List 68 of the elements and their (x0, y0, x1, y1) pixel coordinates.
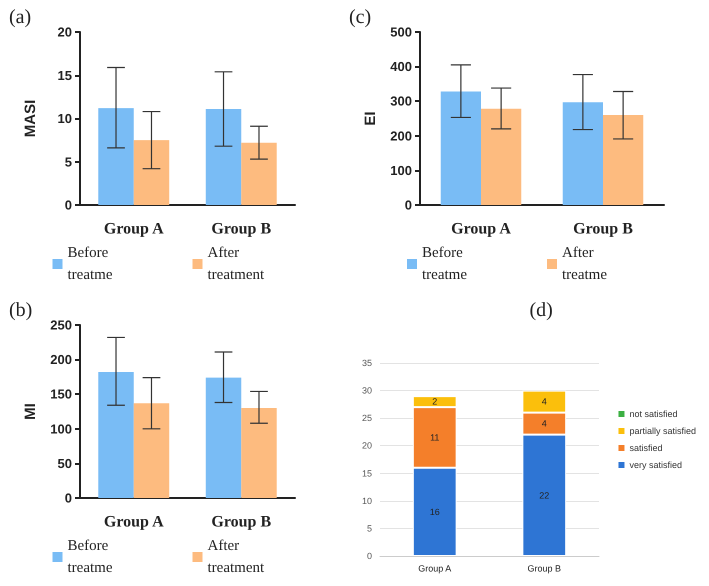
chart-title: (c) (349, 6, 372, 28)
y-tick-label: 0 (64, 198, 72, 212)
legend-label: After treatment (208, 538, 265, 576)
chart-title: (a) (9, 6, 32, 28)
chart-title: (d) (529, 299, 553, 321)
x-tick-label: Group B (527, 564, 562, 574)
x-tick-label: Group A (451, 220, 512, 238)
y-tick-label: 35 (362, 358, 372, 368)
legend-label: satisfied (629, 443, 662, 453)
y-axis-title: MI (22, 403, 39, 420)
legend-label: Before treatme (68, 245, 113, 283)
bar (562, 102, 603, 205)
x-tick-label: Group A (104, 514, 164, 530)
y-tick-label: 10 (362, 496, 372, 506)
bar (481, 108, 522, 205)
data-label: 11 (430, 432, 440, 442)
y-tick-label: 20 (362, 440, 372, 451)
y-tick-label: 20 (58, 24, 72, 40)
y-tick-label: 100 (50, 421, 72, 436)
x-tick-label: Group B (211, 514, 272, 530)
bar (603, 115, 644, 205)
data-label: 4 (542, 418, 547, 429)
y-tick-label: 10 (58, 111, 72, 126)
x-tick-label: Group B (211, 220, 272, 238)
y-tick-label: 250 (50, 318, 72, 332)
bar (440, 92, 481, 205)
y-axis-title: EI (362, 111, 379, 126)
y-tick-label: 30 (362, 386, 372, 396)
y-tick-label: 0 (404, 198, 412, 212)
data-label: 2 (432, 396, 438, 407)
y-tick-label: 300 (390, 94, 412, 109)
bar (98, 372, 134, 498)
y-tick-label: 15 (362, 468, 372, 478)
x-tick-label: Group B (573, 220, 634, 238)
bar (241, 142, 277, 205)
y-tick-label: 50 (58, 456, 72, 471)
y-tick-label: 5 (64, 154, 72, 170)
bar (206, 108, 242, 205)
x-tick-label: Group A (418, 564, 452, 574)
y-tick-label: 200 (50, 352, 72, 368)
legend-label: Before treatme (68, 538, 113, 576)
y-tick-label: 500 (390, 24, 412, 40)
y-tick-label: 25 (362, 413, 372, 424)
legend-label: not satisfied (629, 409, 678, 419)
legend-label: Before treatme (422, 245, 468, 283)
y-tick-label: 15 (58, 68, 72, 83)
legend-label: After treatme (562, 245, 608, 283)
y-tick-label: 5 (366, 523, 372, 534)
y-tick-label: 400 (390, 59, 412, 74)
data-label: 4 (542, 396, 547, 407)
y-tick-label: 0 (366, 551, 372, 561)
y-tick-label: 0 (64, 490, 72, 506)
chart-title: (b) (9, 299, 32, 321)
x-tick-label: Group A (104, 220, 164, 238)
y-tick-label: 200 (390, 128, 412, 144)
data-label: 16 (430, 506, 440, 517)
y-axis-title: MASI (22, 100, 39, 138)
legend-label: partially satisfied (629, 426, 696, 436)
legend-label: very satisfied (629, 460, 682, 470)
bar (98, 108, 134, 205)
bar (134, 140, 170, 205)
y-tick-label: 100 (390, 162, 412, 178)
bar (206, 378, 242, 498)
bar (134, 403, 170, 498)
bar (241, 408, 277, 498)
data-label: 22 (539, 490, 550, 500)
legend-label: After treatment (208, 245, 265, 283)
y-tick-label: 150 (50, 386, 72, 402)
